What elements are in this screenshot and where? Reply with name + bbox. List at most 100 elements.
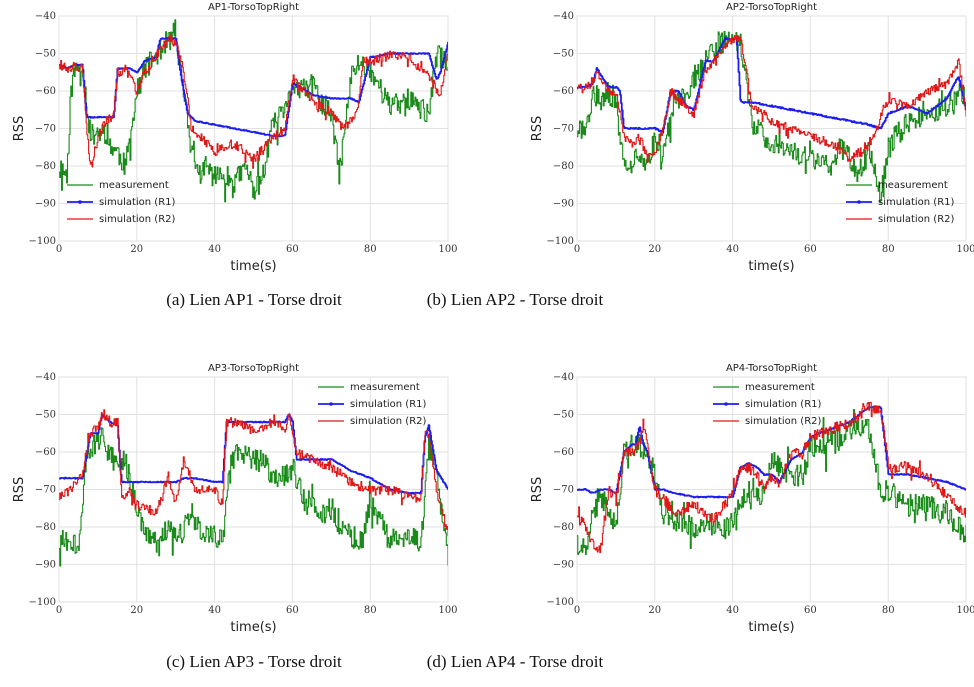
y-tick-label: −70: [553, 124, 574, 135]
y-tick-label: −50: [35, 49, 56, 60]
legend-label: simulation (R1): [99, 197, 176, 208]
y-tick-label: −100: [29, 597, 56, 608]
series-group: [577, 401, 966, 555]
series-line-measurement: [577, 30, 966, 204]
series-line-simulation-r2: [59, 34, 448, 169]
y-tick-label: −70: [35, 485, 56, 496]
series-line-simulation-r1: [577, 405, 966, 499]
y-tick-label: −50: [553, 410, 574, 421]
legend: measurement simulation (R1) simulation (R2…: [713, 382, 822, 427]
chart-title: AP1-TorsoTopRight: [208, 2, 299, 13]
legend-label: simulation (R2): [878, 214, 955, 225]
figure-caption: (c) Lien AP3 - Torse droit: [166, 652, 342, 671]
x-tick-label: 40: [208, 244, 221, 255]
series-line-simulation-r2: [577, 35, 966, 163]
y-tick-label: −90: [35, 199, 56, 210]
y-axis-label: RSS: [12, 477, 27, 503]
y-tick-label: −60: [35, 86, 56, 97]
x-tick-label: 100: [956, 605, 974, 616]
y-tick-label: −40: [35, 372, 56, 383]
legend-label: simulation (R2): [350, 416, 427, 427]
series-group: [577, 30, 966, 204]
figure-caption: (d) Lien AP4 - Torse droit: [427, 652, 604, 671]
y-tick-label: −40: [553, 372, 574, 383]
x-tick-label: 100: [956, 244, 974, 255]
x-tick-label: 20: [130, 605, 143, 616]
x-tick-label: 60: [286, 244, 299, 255]
y-tick-label: −60: [35, 447, 56, 458]
y-tick-label: −100: [29, 236, 56, 247]
x-tick-label: 0: [574, 605, 580, 616]
y-axis-label: RSS: [530, 477, 545, 503]
y-tick-label: −70: [35, 124, 56, 135]
x-tick-label: 0: [574, 244, 580, 255]
legend-label: measurement: [745, 382, 815, 393]
chart-title: AP4-TorsoTopRight: [726, 363, 817, 374]
y-axis-label: RSS: [12, 116, 27, 142]
y-tick-label: −90: [35, 560, 56, 571]
y-tick-label: −40: [553, 11, 574, 22]
x-tick-label: 0: [56, 244, 62, 255]
x-axis-label: time(s): [748, 620, 794, 635]
y-tick-label: −80: [35, 522, 56, 533]
legend: measurement simulation (R1) simulation (R2…: [846, 180, 955, 225]
x-tick-label: 80: [364, 244, 377, 255]
legend: measurement simulation (R1) simulation (R2…: [67, 180, 176, 225]
series-group: [59, 19, 448, 203]
y-tick-label: −90: [553, 560, 574, 571]
figure-caption: (b) Lien AP2 - Torse droit: [427, 290, 604, 309]
series-group: [59, 409, 448, 567]
legend-marker: [857, 200, 861, 204]
y-axis-label: RSS: [530, 116, 545, 142]
x-tick-label: 40: [726, 244, 739, 255]
legend-marker: [724, 402, 728, 406]
legend-label: measurement: [99, 180, 169, 191]
legend-label: simulation (R2): [99, 214, 176, 225]
legend-label: simulation (R1): [350, 399, 427, 410]
x-tick-label: 0: [56, 605, 62, 616]
figure-caption: (a) Lien AP1 - Torse droit: [166, 290, 342, 309]
chart-title: AP3-TorsoTopRight: [208, 363, 299, 374]
y-tick-label: −80: [35, 161, 56, 172]
y-tick-label: −100: [547, 597, 574, 608]
x-axis-label: time(s): [230, 620, 276, 635]
x-axis-label: time(s): [230, 259, 276, 274]
legend-label: simulation (R1): [745, 399, 822, 410]
x-tick-label: 60: [804, 605, 817, 616]
series-line-measurement: [577, 409, 966, 555]
y-tick-label: −60: [553, 86, 574, 97]
legend-label: simulation (R2): [745, 416, 822, 427]
x-tick-label: 100: [438, 605, 457, 616]
legend-marker: [78, 200, 82, 204]
x-tick-label: 80: [882, 244, 895, 255]
x-axis-label: time(s): [748, 259, 794, 274]
x-tick-label: 20: [130, 244, 143, 255]
x-tick-label: 40: [208, 605, 221, 616]
x-tick-label: 60: [804, 244, 817, 255]
y-tick-label: −50: [35, 410, 56, 421]
x-tick-label: 100: [438, 244, 457, 255]
y-tick-label: −50: [553, 49, 574, 60]
y-tick-label: −80: [553, 161, 574, 172]
legend-label: simulation (R1): [878, 197, 955, 208]
y-tick-label: −80: [553, 522, 574, 533]
series-line-simulation-r2: [577, 401, 966, 554]
x-tick-label: 20: [648, 605, 661, 616]
x-tick-label: 80: [882, 605, 895, 616]
legend-label: measurement: [350, 382, 420, 393]
x-tick-label: 60: [286, 605, 299, 616]
chart-title: AP2-TorsoTopRight: [726, 2, 817, 13]
legend: measurement simulation (R1) simulation (R2…: [318, 382, 427, 427]
series-line-simulation-r2: [59, 409, 448, 537]
x-tick-label: 80: [364, 605, 377, 616]
x-tick-label: 20: [648, 244, 661, 255]
series-line-measurement: [59, 19, 448, 203]
